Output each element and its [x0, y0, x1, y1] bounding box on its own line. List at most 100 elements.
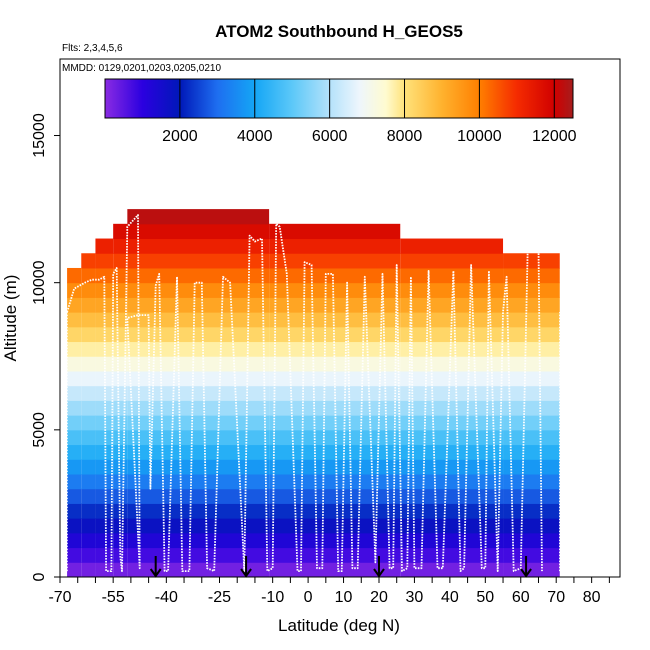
heatmap-cell	[67, 341, 82, 357]
heatmap-cell	[503, 253, 560, 269]
heatmap-cell	[67, 297, 82, 313]
heatmap-cell	[95, 444, 114, 460]
heatmap-cell	[400, 547, 504, 563]
heatmap-cell	[503, 267, 560, 284]
heatmap-cell	[81, 297, 96, 313]
heatmap-cell	[269, 297, 401, 313]
x-axis: -70 -55 -40 -25 -10 0 10 20 30 40 50 60 70 80	[48, 577, 610, 606]
heatmap-cell	[67, 503, 82, 519]
heatmap-cell	[127, 209, 270, 225]
heatmap-cell	[127, 547, 270, 563]
heatmap-cell	[81, 356, 96, 372]
heatmap-cell	[95, 503, 114, 519]
heatmap-cell	[81, 341, 96, 357]
heatmap-cell	[95, 267, 114, 284]
heatmap-cell	[400, 238, 504, 254]
heatmap-cell	[127, 562, 270, 578]
heatmap-cell	[503, 385, 560, 401]
heatmap-cell	[81, 547, 96, 563]
heatmap-cell	[127, 488, 270, 504]
heatmap-cell	[269, 223, 401, 240]
surface-marker-arrow	[520, 556, 532, 578]
heatmap-cell	[81, 459, 96, 475]
heatmap-cell	[127, 238, 270, 254]
x-tick-label: 60	[512, 589, 530, 606]
heatmap-cell	[67, 429, 82, 446]
heatmap-cell	[67, 459, 82, 475]
heatmap-cell	[269, 473, 401, 490]
heatmap-cell	[400, 253, 504, 269]
heatmap-cell	[95, 312, 114, 328]
y-tick-label: 0	[31, 572, 48, 581]
x-tick-label: 20	[370, 589, 388, 606]
heatmap-cell	[127, 429, 270, 446]
heatmap-cell	[95, 253, 114, 269]
surface-markers	[149, 556, 532, 578]
colorbar-tick-label: 10000	[457, 128, 502, 145]
heatmap-cell	[113, 253, 128, 269]
heatmap-cell	[127, 356, 270, 372]
x-tick-label: 10	[335, 589, 353, 606]
heatmap-cell	[81, 503, 96, 519]
heatmap-cell	[503, 326, 560, 343]
heatmap-cell	[503, 547, 560, 563]
heatmap-cell	[503, 282, 560, 298]
heatmap-cell	[503, 341, 560, 357]
heatmap-cell	[127, 400, 270, 416]
colorbar-gradient	[104, 78, 574, 119]
heatmap-cell	[503, 297, 560, 313]
heatmap-cell	[269, 459, 401, 475]
heatmap-cell	[81, 282, 96, 298]
heatmap-cell	[400, 282, 504, 298]
flight-track	[66, 214, 543, 572]
x-tick-label: 70	[547, 589, 565, 606]
heatmap-cell	[400, 488, 504, 504]
heatmap-cell	[503, 312, 560, 328]
heatmap-cell	[67, 488, 82, 504]
y-tick-label: 10000	[31, 260, 48, 305]
heatmap-cell	[503, 370, 560, 387]
heatmap-cell	[503, 400, 560, 416]
x-tick-label: 0	[304, 589, 313, 606]
heatmap-cell	[67, 400, 82, 416]
heatmap-cell	[400, 532, 504, 549]
heatmap-cell	[269, 547, 401, 563]
x-tick-label: -40	[155, 589, 178, 606]
heatmap-cell	[127, 223, 270, 240]
x-tick-label: 30	[406, 589, 424, 606]
heatmap-cell	[269, 267, 401, 284]
heatmap-cell	[269, 429, 401, 446]
heatmap-cell	[81, 532, 96, 549]
heatmap-cell	[400, 415, 504, 431]
heatmap-cell	[113, 562, 128, 578]
heatmap-cell	[503, 429, 560, 446]
heatmap-cell	[269, 488, 401, 504]
heatmap-cell	[95, 238, 114, 254]
heatmap-cell	[503, 518, 560, 534]
colorbar-tick-label: 6000	[312, 128, 348, 145]
heatmap-cell	[503, 503, 560, 519]
heatmap-cell	[67, 444, 82, 460]
heatmap-cell	[127, 444, 270, 460]
heatmap-cell	[503, 532, 560, 549]
heatmap-cell	[269, 503, 401, 519]
heatmap-cell	[113, 429, 128, 446]
dates-note: MMDD: 0129,0201,0203,0205,0210	[62, 63, 221, 74]
heatmap-cell	[113, 459, 128, 475]
surface-marker-arrow	[240, 556, 252, 578]
heatmap-cell	[81, 488, 96, 504]
flights-note: Flts: 2,3,4,5,6	[62, 43, 123, 54]
heatmap-cell	[127, 267, 270, 284]
heatmap-cell	[503, 444, 560, 460]
heatmap-cell	[127, 473, 270, 490]
heatmap-cell	[81, 415, 96, 431]
heatmap-cell	[81, 473, 96, 490]
heatmap-cell	[503, 488, 560, 504]
y-axis: 0 5000 10000 15000	[31, 113, 60, 581]
heatmap-cell	[269, 312, 401, 328]
colorbar: 2000 4000 6000 8000 10000 12000	[104, 78, 577, 145]
heatmap-cell	[81, 518, 96, 534]
heatmap-cell	[95, 488, 114, 504]
heatmap-cell	[81, 370, 96, 387]
heatmap-cell	[81, 562, 96, 578]
